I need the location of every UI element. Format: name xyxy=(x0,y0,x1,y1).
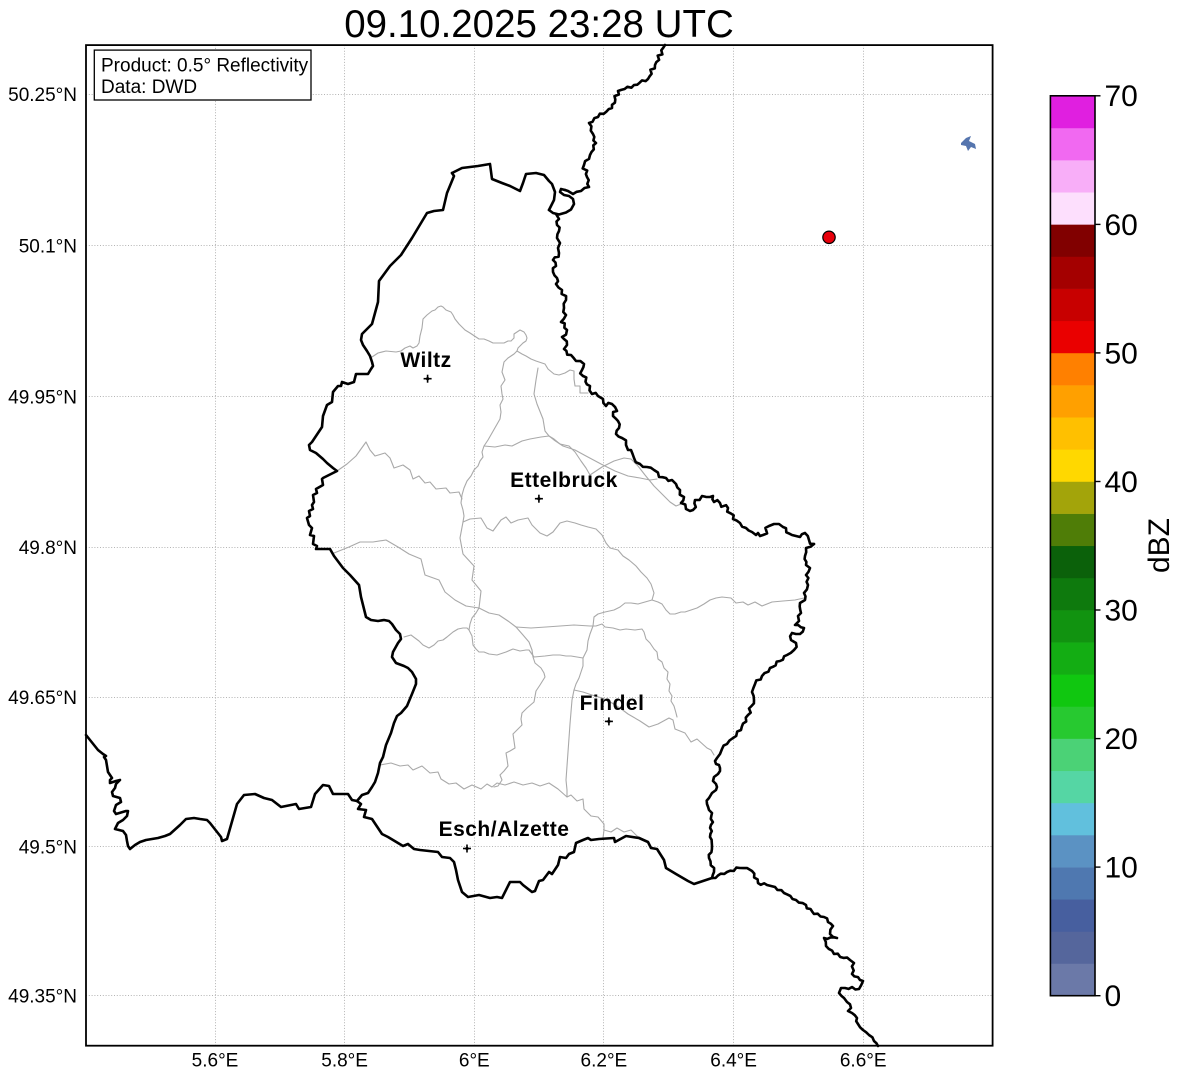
svg-text:Wiltz: Wiltz xyxy=(400,349,451,372)
svg-text:49.5°N: 49.5°N xyxy=(19,837,77,858)
svg-text:49.65°N: 49.65°N xyxy=(8,688,77,709)
svg-text:6°E: 6°E xyxy=(459,1051,490,1072)
svg-text:49.95°N: 49.95°N xyxy=(8,387,77,408)
svg-text:5.8°E: 5.8°E xyxy=(321,1051,368,1072)
svg-text:Ettelbruck: Ettelbruck xyxy=(510,469,618,492)
svg-text:09.10.2025 23:28 UTC: 09.10.2025 23:28 UTC xyxy=(344,3,734,46)
svg-text:Data: DWD: Data: DWD xyxy=(101,77,197,98)
svg-text:6.6°E: 6.6°E xyxy=(840,1051,887,1072)
svg-text:50: 50 xyxy=(1105,337,1138,370)
svg-text:70: 70 xyxy=(1105,80,1138,113)
svg-text:5.6°E: 5.6°E xyxy=(192,1051,239,1072)
svg-text:49.35°N: 49.35°N xyxy=(8,986,77,1007)
svg-text:50.1°N: 50.1°N xyxy=(19,237,77,258)
svg-text:6.4°E: 6.4°E xyxy=(710,1051,757,1072)
svg-text:6.2°E: 6.2°E xyxy=(581,1051,628,1072)
svg-text:10: 10 xyxy=(1105,852,1138,885)
svg-text:Findel: Findel xyxy=(580,692,645,715)
svg-text:49.8°N: 49.8°N xyxy=(19,538,77,559)
svg-text:30: 30 xyxy=(1105,594,1138,627)
svg-text:dBZ: dBZ xyxy=(1143,518,1176,573)
svg-text:Esch/Alzette: Esch/Alzette xyxy=(439,818,570,841)
svg-text:20: 20 xyxy=(1105,723,1138,756)
svg-text:40: 40 xyxy=(1105,466,1138,499)
svg-text:0: 0 xyxy=(1105,980,1122,1013)
svg-text:60: 60 xyxy=(1105,209,1138,242)
svg-text:Product: 0.5° Reflectivity: Product: 0.5° Reflectivity xyxy=(101,56,309,77)
svg-text:50.25°N: 50.25°N xyxy=(8,85,77,106)
